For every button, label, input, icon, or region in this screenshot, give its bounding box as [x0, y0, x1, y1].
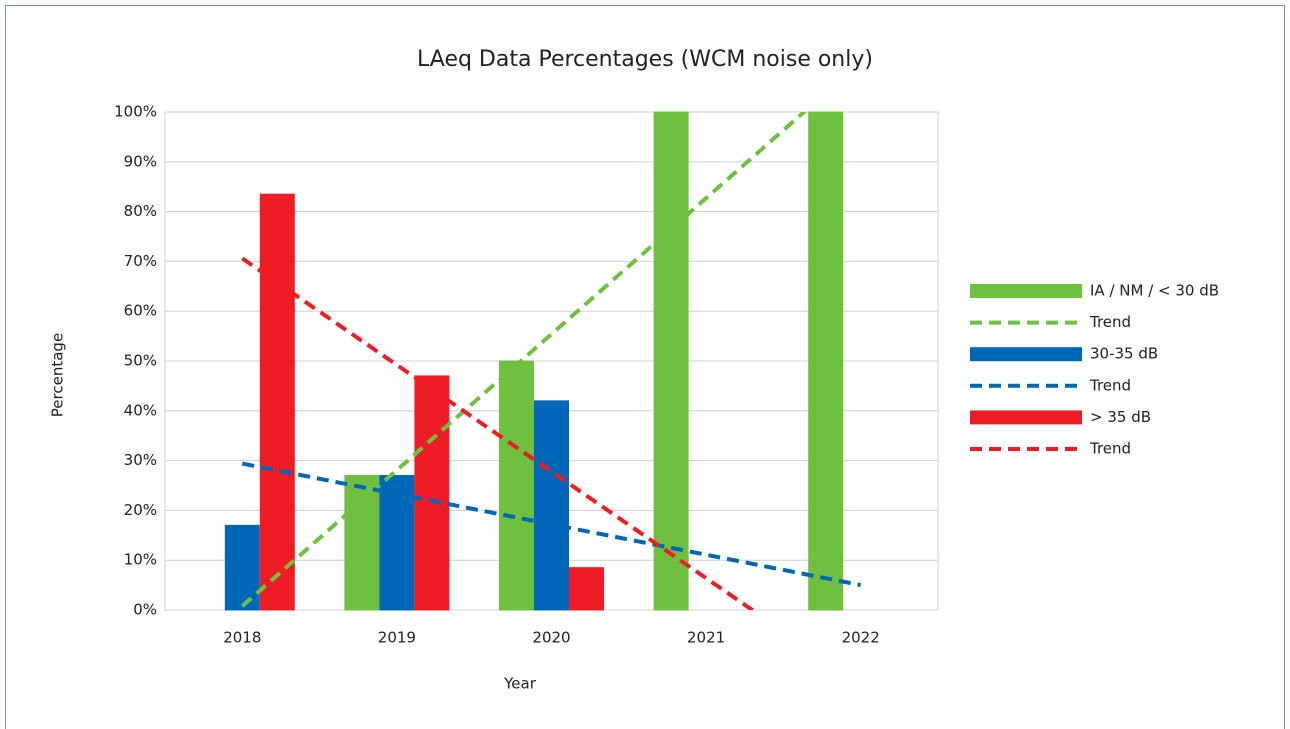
y-tick-label: 10%: [124, 551, 157, 569]
y-tick-label: 70%: [124, 252, 157, 270]
trend-lines: [240, 112, 862, 610]
bar: [653, 111, 689, 611]
y-tick-label: 90%: [124, 152, 157, 170]
bar: [379, 475, 415, 611]
x-axis-label: Year: [503, 675, 537, 693]
y-tick-label: 20%: [124, 501, 157, 519]
frame: [5, 5, 1285, 729]
x-tick-label: 2022: [842, 629, 880, 647]
trend-line: [240, 112, 808, 608]
x-tick-label: 2019: [378, 629, 416, 647]
legend-label: Trend: [1089, 440, 1131, 458]
bar: [534, 400, 569, 611]
x-tick-label: 2018: [223, 629, 261, 647]
legend-swatch: [970, 284, 1082, 298]
bar: [224, 524, 260, 611]
bar: [499, 360, 534, 611]
bar: [344, 475, 380, 611]
legend-label: 30-35 dB: [1090, 345, 1158, 363]
x-tick-label: 2020: [532, 629, 570, 647]
trend-line: [241, 256, 756, 610]
y-tick-label: 100%: [114, 103, 157, 121]
trend-line: [241, 461, 862, 588]
bar: [259, 193, 295, 611]
bar: [569, 567, 604, 611]
y-axis-label: Percentage: [49, 333, 67, 417]
y-tick-label: 80%: [124, 202, 157, 220]
legend-label: Trend: [1089, 376, 1131, 394]
x-tick-label: 2021: [687, 629, 725, 647]
y-tick-label: 60%: [124, 302, 157, 320]
chart-title: LAeq Data Percentages (WCM noise only): [417, 47, 873, 72]
y-tick-label: 40%: [124, 401, 157, 419]
legend-label: > 35 dB: [1090, 408, 1151, 426]
legend-label: Trend: [1089, 313, 1131, 331]
legend-swatch: [970, 410, 1082, 425]
y-tick-label: 0%: [133, 601, 157, 619]
legend-swatch: [970, 347, 1082, 362]
y-tick-label: 50%: [124, 352, 157, 370]
y-tick-label: 30%: [124, 451, 157, 469]
bar: [414, 375, 450, 611]
legend-label: IA / NM / < 30 dB: [1090, 282, 1219, 300]
bar: [808, 111, 844, 611]
